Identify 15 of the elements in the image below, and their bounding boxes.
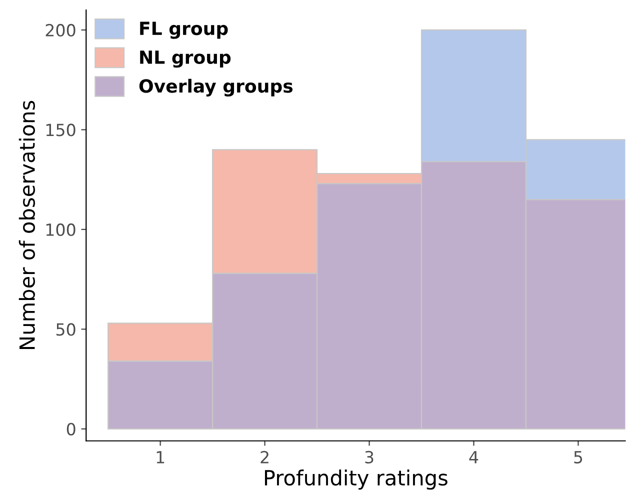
y-tick-label: 0	[66, 422, 76, 436]
legend-label: FL group	[140, 22, 228, 39]
y-tick-label: 200	[46, 24, 76, 37]
y-tick-label: 100	[46, 223, 76, 236]
x-tick-label: 5	[574, 451, 582, 464]
y-axis-title: Number of observations	[18, 100, 36, 349]
y-tick-label: 150	[46, 124, 76, 136]
x-tick-label: 1	[156, 451, 164, 464]
x-tick-label: 2	[260, 450, 268, 464]
legend-label: NL group	[140, 50, 231, 68]
y-tick-label: 50	[56, 323, 76, 336]
x-axis-title: Profundity ratings	[264, 470, 448, 490]
x-tick-label: 4	[469, 451, 478, 464]
x-tick-label: 3	[365, 450, 374, 464]
legend-label: Overlay groups	[139, 78, 293, 96]
